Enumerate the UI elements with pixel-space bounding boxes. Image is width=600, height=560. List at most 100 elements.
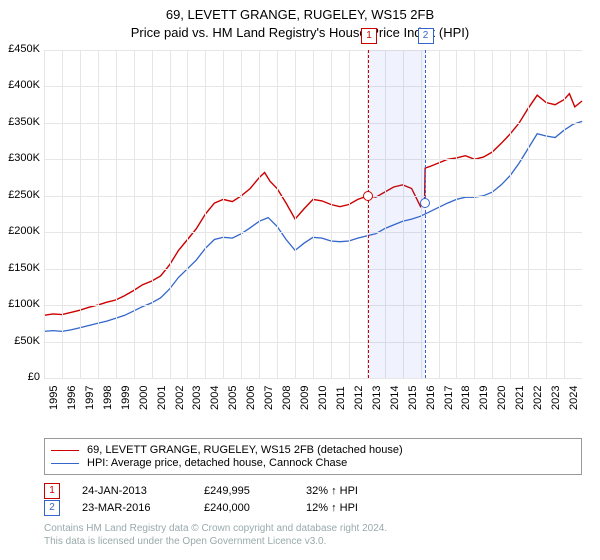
- legend-swatch: [51, 450, 79, 451]
- x-tick-label: 1996: [66, 386, 78, 410]
- gridline-v: [313, 50, 314, 378]
- legend: 69, LEVETT GRANGE, RUGELEY, WS15 2FB (de…: [44, 438, 582, 475]
- gridline-v: [349, 50, 350, 378]
- x-tick-label: 2005: [227, 386, 239, 410]
- sale-date: 23-MAR-2016: [82, 502, 182, 514]
- sale-row: 1 24-JAN-2013 £249,995 32% ↑ HPI: [44, 483, 582, 499]
- gridline-v: [510, 50, 511, 378]
- gridline-v: [492, 50, 493, 378]
- x-tick-label: 2019: [478, 386, 490, 410]
- y-tick-label: £400K: [0, 79, 40, 91]
- y-tick-label: £350K: [0, 116, 40, 128]
- gridline-v: [205, 50, 206, 378]
- legend-item: HPI: Average price, detached house, Cann…: [51, 457, 575, 469]
- x-tick-label: 2017: [443, 386, 455, 410]
- x-tick-label: 2020: [496, 386, 508, 410]
- x-tick-label: 2003: [191, 386, 203, 410]
- sale-index-box: 1: [44, 483, 60, 499]
- gridline-v: [528, 50, 529, 378]
- gridline-v: [152, 50, 153, 378]
- gridline-v: [187, 50, 188, 378]
- y-tick-label: £100K: [0, 298, 40, 310]
- sale-delta: 12% ↑ HPI: [306, 502, 386, 514]
- y-tick-label: £200K: [0, 225, 40, 237]
- y-tick-label: £450K: [0, 43, 40, 55]
- x-tick-label: 1998: [102, 386, 114, 410]
- gridline-v: [259, 50, 260, 378]
- x-tick-label: 1997: [84, 386, 96, 410]
- marker-vline: [425, 50, 426, 378]
- y-tick-label: £150K: [0, 262, 40, 274]
- x-tick-label: 2024: [568, 386, 580, 410]
- gridline-v: [134, 50, 135, 378]
- x-tick-label: 1995: [48, 386, 60, 410]
- x-tick-label: 2002: [174, 386, 186, 410]
- x-tick-label: 2001: [156, 386, 168, 410]
- gridline-v: [546, 50, 547, 378]
- sale-price: £240,000: [204, 502, 284, 514]
- gridline-v: [116, 50, 117, 378]
- x-tick-label: 2008: [281, 386, 293, 410]
- y-tick-label: £300K: [0, 152, 40, 164]
- sale-index-box: 2: [44, 500, 60, 516]
- x-tick-label: 1999: [120, 386, 132, 410]
- x-tick-label: 2000: [138, 386, 150, 410]
- marker-band: [368, 50, 424, 378]
- x-tick-label: 2023: [550, 386, 562, 410]
- legend-label: HPI: Average price, detached house, Cann…: [87, 457, 347, 469]
- x-tick-label: 2006: [245, 386, 257, 410]
- gridline-v: [474, 50, 475, 378]
- y-tick-label: £0: [0, 371, 40, 383]
- gridline-v: [331, 50, 332, 378]
- sale-price: £249,995: [204, 485, 284, 497]
- title-line2: Price paid vs. HM Land Registry's House …: [0, 24, 600, 42]
- gridline-h: [44, 378, 582, 379]
- x-tick-label: 2014: [389, 386, 401, 410]
- gridline-v: [44, 50, 45, 378]
- x-tick-label: 2022: [532, 386, 544, 410]
- x-tick-label: 2007: [263, 386, 275, 410]
- gridline-v: [80, 50, 81, 378]
- x-tick-label: 2015: [407, 386, 419, 410]
- y-tick-label: £250K: [0, 189, 40, 201]
- gridline-v: [223, 50, 224, 378]
- x-tick-label: 2004: [209, 386, 221, 410]
- y-tick-label: £50K: [0, 335, 40, 347]
- chart-title: 69, LEVETT GRANGE, RUGELEY, WS15 2FB Pri…: [0, 0, 600, 43]
- marker-dot: [420, 198, 430, 208]
- sale-row: 2 23-MAR-2016 £240,000 12% ↑ HPI: [44, 500, 582, 516]
- gridline-v: [564, 50, 565, 378]
- legend-swatch: [51, 463, 79, 464]
- x-tick-label: 2012: [353, 386, 365, 410]
- sale-delta: 32% ↑ HPI: [306, 485, 386, 497]
- x-tick-label: 2010: [317, 386, 329, 410]
- gridline-v: [241, 50, 242, 378]
- gridline-v: [295, 50, 296, 378]
- sales-table: 1 24-JAN-2013 £249,995 32% ↑ HPI 2 23-MAR-201…: [44, 482, 582, 517]
- gridline-v: [62, 50, 63, 378]
- plot: 12: [44, 50, 582, 379]
- footer-line1: Contains HM Land Registry data © Crown c…: [44, 522, 582, 535]
- gridline-v: [456, 50, 457, 378]
- x-tick-label: 2011: [335, 386, 347, 410]
- marker-index-box: 2: [418, 28, 434, 44]
- gridline-v: [170, 50, 171, 378]
- sale-date: 24-JAN-2013: [82, 485, 182, 497]
- gridline-v: [439, 50, 440, 378]
- x-tick-label: 2021: [514, 386, 526, 410]
- title-line1: 69, LEVETT GRANGE, RUGELEY, WS15 2FB: [0, 6, 600, 24]
- legend-label: 69, LEVETT GRANGE, RUGELEY, WS15 2FB (de…: [87, 444, 403, 456]
- footer-line2: This data is licensed under the Open Gov…: [44, 535, 582, 548]
- chart-area: 12 £0£50K£100K£150K£200K£250K£300K£350K£…: [44, 50, 582, 378]
- x-tick-label: 2013: [371, 386, 383, 410]
- x-tick-label: 2018: [460, 386, 472, 410]
- x-axis: 1995 1996 1997 1998 1999 2000 2001 2002 2003 2004…: [44, 380, 582, 436]
- x-tick-label: 2016: [425, 386, 437, 410]
- gridline-v: [98, 50, 99, 378]
- marker-vline: [368, 50, 369, 378]
- marker-index-box: 1: [361, 28, 377, 44]
- x-tick-label: 2009: [299, 386, 311, 410]
- footer: Contains HM Land Registry data © Crown c…: [44, 522, 582, 548]
- legend-item: 69, LEVETT GRANGE, RUGELEY, WS15 2FB (de…: [51, 444, 575, 456]
- marker-dot: [363, 191, 373, 201]
